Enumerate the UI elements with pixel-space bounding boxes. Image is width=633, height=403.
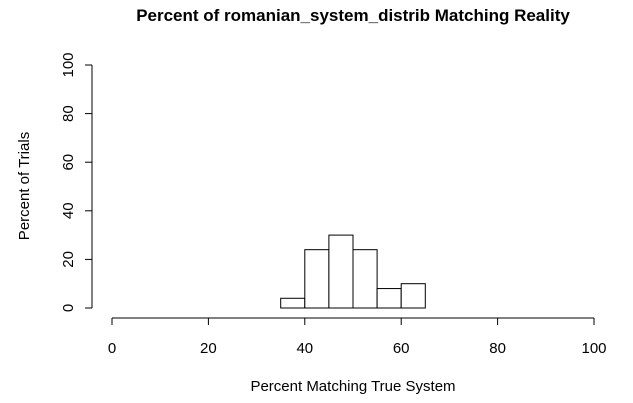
y-ticks-group: 0 20 40 60 80 100	[60, 52, 92, 312]
y-tick-label: 40	[60, 202, 77, 219]
x-tick-label: 20	[200, 340, 217, 357]
y-tick-label: 60	[60, 154, 77, 171]
x-tick-label: 60	[393, 340, 410, 357]
y-tick-label: 20	[60, 251, 77, 268]
chart-title: Percent of romanian_system_distrib Match…	[136, 6, 570, 25]
x-tick-label: 80	[489, 340, 506, 357]
x-ticks-group: 0 20 40 60 80 100	[108, 318, 607, 357]
y-tick-label: 100	[60, 52, 77, 77]
y-tick-label: 80	[60, 105, 77, 122]
x-axis-label: Percent Matching True System	[250, 378, 455, 395]
x-tick-label: 40	[296, 340, 313, 357]
histogram-bar	[328, 234, 354, 309]
y-axis-label: Percent of Trials	[16, 132, 33, 240]
x-tick-label: 100	[581, 340, 606, 357]
y-tick-label: 0	[60, 304, 77, 312]
histogram-bar	[304, 249, 330, 309]
bars-group	[280, 234, 426, 309]
histogram-bar	[352, 249, 378, 309]
histogram-bar	[400, 283, 426, 309]
histogram-bar	[280, 297, 306, 309]
histogram-bar	[376, 288, 402, 309]
x-tick-label: 0	[108, 340, 116, 357]
